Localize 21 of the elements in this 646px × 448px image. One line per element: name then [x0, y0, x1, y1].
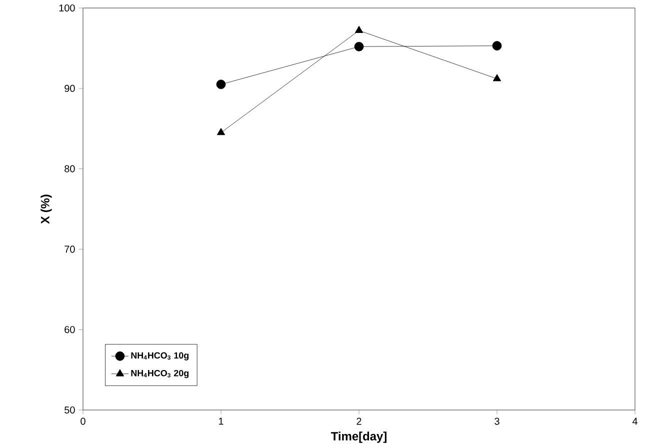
x-axis-title: Time[day]: [331, 432, 386, 443]
point: [354, 26, 364, 33]
y-tick-label: 70: [64, 246, 75, 253]
y-axis-title: X (%): [40, 194, 52, 224]
point: [354, 42, 364, 52]
point: [216, 80, 226, 90]
point: [216, 128, 226, 136]
y-tick-label: 90: [64, 84, 75, 92]
y-tick-label: 100: [59, 4, 75, 12]
y-tick-label: 80: [64, 165, 75, 172]
legend-label: NH$_{4}$HCO$_{3}$ 20g: [131, 370, 189, 378]
x-tick-label: 2: [356, 418, 362, 425]
point: [492, 41, 502, 50]
x-tick-label: 4: [632, 418, 638, 425]
legend-label: NH$_{4}$HCO$_{3}$ 10g: [131, 352, 189, 360]
y-tick-label: 50: [64, 406, 75, 414]
x-tick-label: 1: [218, 418, 224, 425]
y-tick-label: 60: [64, 326, 75, 334]
x-tick-label: 3: [494, 418, 500, 425]
x-tick-label: 0: [80, 418, 86, 425]
point: [492, 74, 502, 82]
